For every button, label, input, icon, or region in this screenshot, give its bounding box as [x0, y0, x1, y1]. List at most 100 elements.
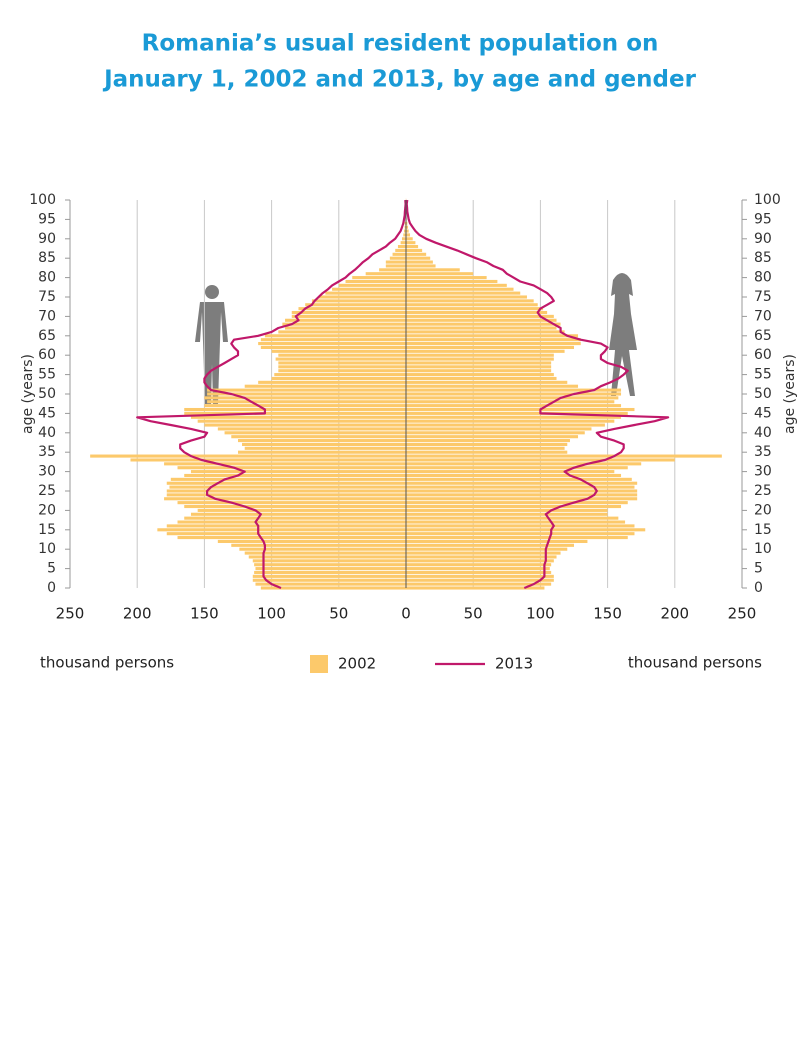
bar: [312, 299, 406, 302]
bar: [406, 326, 557, 329]
bar: [276, 358, 406, 361]
y-axis-label: age (years): [782, 354, 798, 434]
bar: [191, 470, 406, 473]
y-tick-label: 100: [754, 192, 781, 208]
bar: [278, 365, 406, 368]
y-tick-label: 60: [754, 347, 772, 363]
bar: [406, 451, 567, 454]
bar: [242, 443, 406, 446]
bar: [278, 354, 406, 357]
legend-label: 2013: [495, 655, 533, 673]
y-tick-label: 15: [38, 522, 56, 538]
y-tick-label: 50: [754, 386, 772, 402]
bar: [406, 315, 554, 318]
bar: [406, 458, 675, 461]
bar: [406, 396, 618, 399]
y-tick-label: 40: [38, 425, 56, 441]
bar: [218, 540, 406, 543]
bar: [164, 497, 406, 500]
bar: [406, 501, 628, 504]
bar: [406, 427, 591, 430]
bar: [282, 323, 406, 326]
y-tick-label: 40: [754, 425, 772, 441]
bar: [253, 579, 406, 582]
bar: [253, 559, 406, 562]
y-tick-label: 55: [754, 367, 772, 383]
bar: [253, 575, 406, 578]
x-tick-label: 0: [401, 605, 411, 623]
bar: [406, 555, 557, 558]
bar: [272, 350, 406, 353]
bar: [406, 552, 561, 555]
y-tick-label: 35: [38, 444, 56, 460]
y-tick-label: 5: [47, 561, 56, 577]
bar: [406, 311, 547, 314]
bar: [406, 381, 567, 384]
bar: [198, 420, 406, 423]
bar: [258, 381, 406, 384]
y-tick-label: 75: [754, 289, 772, 305]
bar: [254, 563, 406, 566]
bar: [406, 303, 538, 306]
bar: [406, 369, 551, 372]
y-tick-label: 70: [754, 308, 772, 324]
y-tick-label: 20: [38, 502, 56, 518]
bar: [406, 377, 557, 380]
x-tick-label: 50: [464, 605, 483, 623]
y-tick-label: 10: [754, 541, 772, 557]
bar: [167, 493, 406, 496]
bar: [90, 455, 406, 458]
bar: [406, 478, 632, 481]
bar: [406, 400, 614, 403]
y-tick-label: 15: [754, 522, 772, 538]
bar: [406, 431, 585, 434]
bar: [406, 253, 426, 256]
y-tick-label: 95: [38, 211, 56, 227]
y-tick-label: 30: [38, 464, 56, 480]
y-tick-label: 100: [29, 192, 56, 208]
bar: [157, 528, 406, 531]
bar: [204, 423, 406, 426]
bar: [406, 408, 634, 411]
bar: [398, 245, 406, 248]
y-tick-label: 65: [38, 328, 56, 344]
y-tick-label: 75: [38, 289, 56, 305]
y-tick-label: 90: [38, 231, 56, 247]
bar: [249, 555, 406, 558]
bar: [167, 532, 406, 535]
bar: [406, 261, 433, 264]
bar: [184, 517, 406, 520]
bar: [406, 540, 587, 543]
chart-title: January 1, 2002 and 2013, by age and gen…: [102, 67, 697, 93]
bar: [238, 439, 406, 442]
bar: [292, 315, 406, 318]
bar: [406, 548, 567, 551]
bar: [406, 323, 561, 326]
bar: [406, 524, 634, 527]
bar: [406, 350, 565, 353]
bar: [204, 396, 406, 399]
bar: [386, 264, 406, 267]
bar: [406, 249, 422, 252]
y-tick-label: 90: [754, 231, 772, 247]
bar: [178, 536, 406, 539]
bar: [167, 524, 406, 527]
bar: [406, 276, 487, 279]
y-tick-label: 35: [754, 444, 772, 460]
bar: [406, 268, 460, 271]
legend-swatch: [310, 655, 328, 673]
bar: [406, 435, 578, 438]
bar: [164, 462, 406, 465]
bar: [406, 295, 527, 298]
y-tick-label: 50: [38, 386, 56, 402]
bar: [191, 513, 406, 516]
x-tick-label: 150: [190, 605, 219, 623]
y-tick-label: 0: [754, 580, 763, 596]
bar: [272, 377, 406, 380]
x-tick-label: 150: [593, 605, 622, 623]
bar: [406, 470, 614, 473]
y-tick-label: 25: [754, 483, 772, 499]
bar: [406, 466, 628, 469]
bar: [245, 447, 406, 450]
bar: [406, 264, 436, 267]
